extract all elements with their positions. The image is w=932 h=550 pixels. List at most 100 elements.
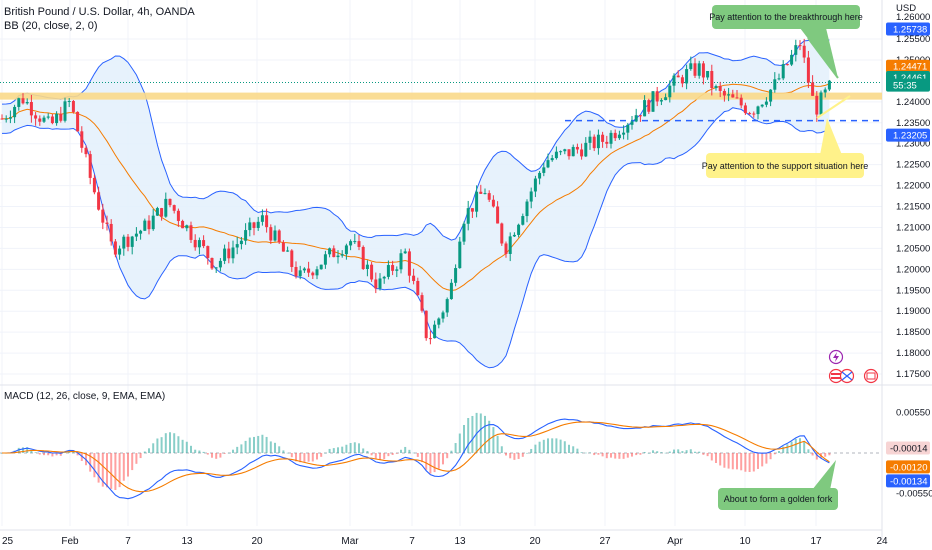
candle (134, 227, 138, 242)
macd-histogram-bar (17, 447, 20, 453)
bb-lower-line (2, 107, 830, 369)
macd-histogram-bar (639, 453, 642, 455)
candle (680, 74, 684, 88)
macd-indicator-label[interactable]: MACD (12, 26, close, 9, EMA, EMA) (4, 391, 166, 402)
macd-histogram-bar (374, 453, 377, 460)
macd-histogram-bar (568, 444, 570, 453)
candle (197, 237, 201, 255)
candle-body (130, 236, 134, 247)
candle (529, 187, 533, 209)
candle (105, 215, 109, 231)
macd-histogram-bar (643, 451, 646, 453)
macd-histogram-bar (181, 439, 184, 453)
candle (454, 264, 458, 287)
candle-body (25, 102, 29, 104)
macd-histogram-bar (572, 446, 575, 453)
candle (164, 192, 168, 218)
macd-histogram-bar (38, 453, 41, 455)
candle (21, 93, 25, 105)
candle (790, 49, 794, 67)
candle-body (71, 101, 75, 112)
macd-histogram-bar (43, 453, 45, 456)
candle-body (273, 230, 277, 241)
candle-body (529, 191, 533, 202)
candle-body (319, 264, 323, 270)
price-tag-bg (886, 78, 930, 92)
candle-body (630, 121, 634, 125)
candle (685, 64, 689, 90)
candle (580, 143, 584, 160)
macd-histogram-bar (505, 453, 507, 456)
annotation-pointer (812, 460, 836, 490)
candle (794, 39, 798, 62)
candle-body (454, 268, 458, 283)
candle-body (823, 89, 827, 93)
candle-body (193, 239, 197, 248)
macd-histogram-bar (169, 432, 171, 453)
macd-histogram-bar (824, 453, 827, 457)
macd-histogram-bar (391, 453, 394, 455)
macd-histogram-bar (740, 453, 743, 471)
macd-histogram-bar (559, 439, 562, 453)
candle-body (592, 136, 596, 149)
macd-histogram-bar (349, 443, 352, 453)
time-tick-label: 13 (181, 536, 193, 547)
macd-histogram-bar (185, 441, 188, 453)
candle (542, 162, 546, 177)
candle-body (101, 209, 105, 223)
candle (638, 115, 642, 122)
candle (113, 238, 117, 258)
bb-indicator-label[interactable]: BB (20, close, 2, 0) (4, 20, 98, 32)
macd-histogram-bar (652, 450, 654, 453)
macd-axis: 0.00550 -0.00550 -0.00014 -0.00120 -0.00134 (886, 408, 932, 500)
candle (668, 80, 672, 103)
macd-histogram-bar (484, 415, 486, 453)
candle-body (256, 221, 260, 228)
candle (88, 150, 92, 185)
macd-histogram-bar (148, 448, 150, 453)
candle (42, 115, 46, 124)
annotation-bubble (706, 153, 864, 178)
macd-histogram-bar (80, 453, 83, 461)
price-tag-bg (886, 59, 930, 73)
time-tick-label: Feb (61, 536, 79, 547)
price-tick-label: 1.19500 (896, 285, 930, 296)
macd-histogram-bar (719, 453, 722, 466)
macd-histogram-bar (47, 453, 50, 456)
candle-body (764, 101, 768, 105)
candle-body (777, 78, 781, 80)
candle-body (437, 318, 441, 325)
macd-histogram-bar (269, 441, 272, 453)
candle-body (122, 236, 126, 249)
macd-histogram-bar (236, 446, 239, 453)
candle-body (42, 117, 46, 122)
candle-body (739, 97, 743, 106)
macd-histogram-bar (526, 452, 528, 454)
macd-histogram-bar (261, 434, 264, 453)
candle-body (651, 91, 655, 112)
price-tag-bg (886, 128, 930, 142)
candle-body (735, 97, 739, 99)
lightning-icon (828, 349, 844, 365)
candle (605, 135, 609, 149)
candle-body (386, 265, 390, 277)
macd-histogram-bar (605, 453, 608, 459)
candle-body (613, 132, 617, 139)
candle-body (403, 251, 407, 254)
candle (206, 245, 210, 265)
macd-histogram-bar (610, 453, 612, 458)
macd-tag-bg (886, 474, 930, 488)
candle (307, 261, 311, 277)
candle (202, 235, 206, 249)
candle-body (265, 215, 269, 228)
candle-body (525, 201, 529, 217)
candle-body (504, 243, 508, 254)
candle (130, 235, 134, 255)
candle-body (46, 116, 50, 118)
candle (185, 224, 189, 232)
macd-histogram-bar (790, 441, 793, 453)
time-tick-label: Apr (667, 536, 683, 547)
macd-histogram-bar (811, 453, 814, 456)
